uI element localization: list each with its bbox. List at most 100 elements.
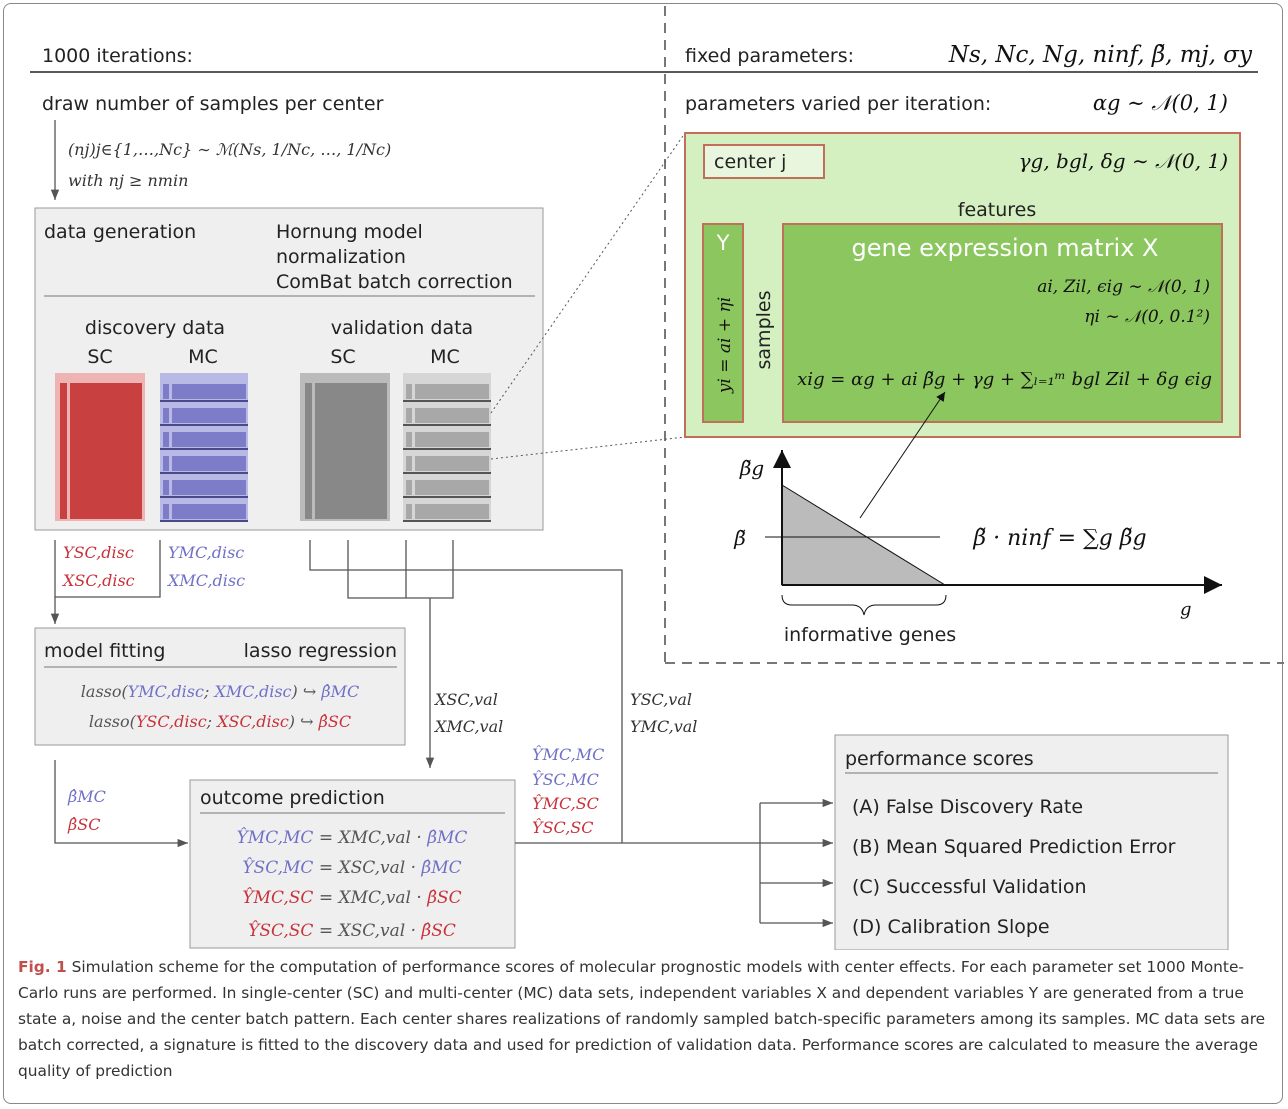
caption-label: Fig. 1: [18, 958, 67, 976]
formula: (nj)j∈{1,…,Nc} ∼ ℳ(Ns, 1/Nc, …, 1/Nc): [68, 140, 391, 159]
shape: [70, 383, 142, 519]
label: center j: [714, 151, 786, 173]
formula-part: = XSC,val ·: [313, 921, 421, 941]
formula-part: lasso(: [81, 682, 129, 701]
shape: [415, 456, 489, 471]
formula-part: = XMC,val ·: [313, 828, 427, 848]
score: (C) Successful Validation: [852, 876, 1087, 898]
formula-part: = XMC,val ·: [313, 888, 427, 908]
formula-part: ŶSC,SC: [248, 920, 313, 941]
shape: [172, 480, 246, 495]
formula: ŶSC,MC: [532, 769, 599, 789]
formula: β̃ · ninf = ∑g β̃g: [972, 526, 1146, 551]
formula-part: β̂SC: [318, 712, 351, 731]
formula: lasso(YMC,disc; XMC,disc) ↪ β̂MC: [81, 682, 359, 701]
step: ComBat batch correction: [276, 271, 513, 293]
formula: β̂SC: [67, 815, 100, 834]
label: discovery data: [85, 317, 225, 339]
shape: [60, 383, 67, 519]
box-title: gene expression matrix X: [852, 234, 1159, 262]
shape: [415, 408, 489, 423]
label: validation data: [331, 317, 473, 339]
shape: [415, 480, 489, 495]
score: (D) Calibration Slope: [852, 916, 1050, 938]
step: Hornung model: [276, 221, 423, 243]
formula: xig = αg + ai β̃g + γg + ∑ₗ₌₁ᵐ bgl Zil +…: [797, 369, 1212, 390]
formula: Ns, Nc, Ng, ninf, β̃, mj, σy: [948, 42, 1253, 68]
label: draw number of samples per center: [42, 93, 384, 115]
formula: ŶMC,MC = XMC,val · β̂MC: [237, 827, 468, 848]
shape: [163, 432, 169, 447]
shape: [163, 504, 169, 519]
score: (A) False Discovery Rate: [852, 796, 1083, 818]
label: β̃: [733, 526, 746, 550]
axis-label: β̃g: [739, 456, 764, 480]
page: 1000 iterations: fixed parameters: Ns, N…: [0, 0, 1288, 1109]
formula-part: ) ↪: [291, 682, 322, 701]
shape: [415, 432, 489, 447]
matrix-icon: [403, 373, 491, 521]
shape: [406, 504, 412, 519]
formula-part: = XSC,val ·: [313, 858, 421, 878]
formula-part: ;: [203, 682, 214, 701]
formula: XSC,disc: [61, 571, 135, 590]
caption-text: Simulation scheme for the computation of…: [18, 958, 1265, 1080]
header: 1000 iterations:: [42, 45, 193, 67]
formula-part: XMC,disc: [212, 682, 291, 701]
axis-label: g: [1180, 599, 1192, 620]
shape: [406, 384, 412, 399]
formula: XMC,val: [433, 717, 503, 736]
formula-part: β̂SC: [426, 888, 461, 908]
formula-part: β̂MC: [320, 682, 359, 701]
shape: [315, 383, 387, 519]
formula: with nj ≥ nmin: [68, 171, 188, 190]
triangle: [782, 485, 945, 585]
formula: ŶSC,SC: [532, 817, 593, 837]
brace: [782, 595, 946, 615]
formula: XMC,disc: [166, 571, 245, 590]
shape: [163, 456, 169, 471]
shape: [415, 384, 489, 399]
formula: yi = ai + ηi: [715, 297, 735, 394]
label: MC: [188, 346, 218, 368]
matrix-icon: [300, 373, 390, 521]
shape: [760, 803, 833, 923]
formula-part: ŶMC,MC: [237, 827, 314, 848]
shape: [406, 480, 412, 495]
caption: Fig. 1 Simulation scheme for the computa…: [18, 954, 1273, 1084]
shape: [163, 408, 169, 423]
shape: [305, 383, 312, 519]
formula: γg, bgl, δg ∼ 𝒩(0, 1): [1019, 149, 1228, 173]
label: MC: [430, 346, 460, 368]
formula-part: β̂MC: [426, 828, 467, 848]
label: samples: [753, 291, 775, 370]
box-title: outcome prediction: [200, 787, 385, 809]
shape: [163, 384, 169, 399]
formula: β̂MC: [67, 787, 106, 806]
formula: αg ∼ 𝒩(0, 1): [1093, 91, 1228, 115]
shape: [172, 456, 246, 471]
formula: ηi ∼ 𝒩(0, 0.1²): [1084, 307, 1210, 327]
formula-part: YMC,disc: [128, 682, 204, 701]
score: (B) Mean Squared Prediction Error: [852, 836, 1176, 858]
shape: [172, 384, 246, 399]
box-title: performance scores: [845, 748, 1034, 770]
box-title: data generation: [44, 221, 196, 243]
formula-part: ŶMC,SC: [242, 887, 313, 908]
shape: [406, 432, 412, 447]
label: informative genes: [784, 624, 956, 646]
box-title: lasso regression: [244, 640, 397, 662]
label: parameters varied per iteration:: [685, 93, 991, 115]
formula: ŶMC,SC: [532, 793, 599, 813]
formula: ŶMC,SC = XMC,val · β̂SC: [242, 887, 461, 908]
formula: ŶSC,SC = XSC,val · β̂SC: [248, 920, 456, 941]
shape: [415, 504, 489, 519]
label: Y: [716, 231, 730, 255]
step: normalization: [276, 246, 406, 268]
shape: [172, 432, 246, 447]
shape: [406, 408, 412, 423]
formula-part: ;: [206, 712, 217, 731]
formula-part: ŶSC,MC: [242, 857, 313, 878]
formula-part: YSC,disc: [136, 712, 207, 731]
matrix-icon: [55, 373, 145, 521]
